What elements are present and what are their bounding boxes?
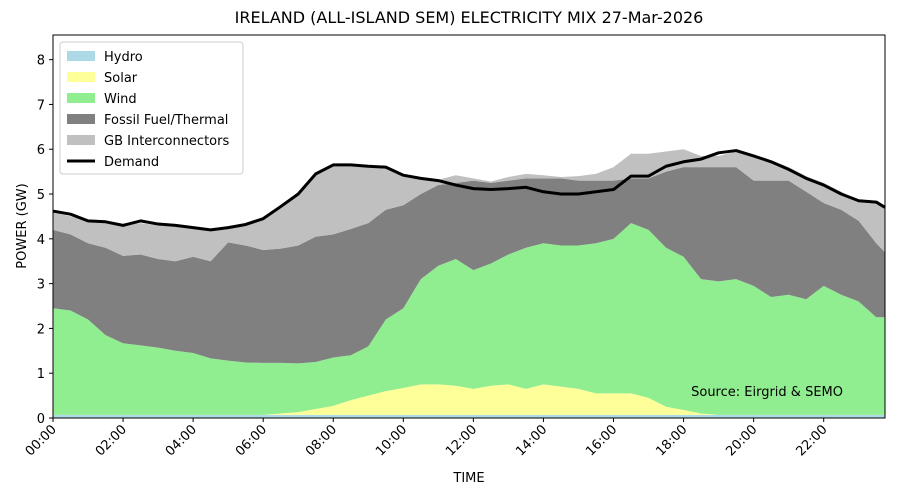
legend-label: Fossil Fuel/Thermal [104,113,228,128]
x-tick-label: 12:00 [443,422,480,459]
area [53,167,885,364]
legend-swatch [67,135,95,145]
y-tick-label: 8 [37,54,45,69]
x-tick-label: 10:00 [373,422,410,459]
y-axis-label: POWER (GW) [15,183,30,268]
legend-label: Demand [104,155,159,170]
y-tick-label: 3 [37,278,45,293]
legend-swatch [67,114,95,124]
y-tick-label: 6 [37,143,45,158]
legend-swatch [67,93,95,103]
legend-label: Solar [104,71,138,86]
area [53,149,885,262]
x-tick-label: 06:00 [233,422,270,459]
legend-box [59,41,244,175]
y-tick-label: 2 [37,322,45,337]
legend-label: Wind [104,92,137,107]
area [53,414,885,418]
x-tick-label: 22:00 [793,422,830,459]
chart-title: IRELAND (ALL-ISLAND SEM) ELECTRICITY MIX… [235,8,704,27]
y-tick-label: 7 [37,98,45,113]
x-tick-label: 18:00 [653,422,690,459]
legend: Hydro Solar Wind Fossil Fuel/Thermal GB Inte… [59,41,244,175]
demand-line [52,149,886,232]
plot-frame [52,34,886,419]
y-tick-label: 5 [37,188,45,203]
y-tick-label: 0 [37,412,45,427]
area [53,223,885,415]
legend-swatch [67,72,95,82]
x-tick-label: 00:00 [23,422,60,459]
x-tick-label: 14:00 [513,422,550,459]
x-tick-label: 16:00 [583,422,620,459]
y-tick-label: 1 [37,367,45,382]
x-tick-label: 04:00 [163,422,200,459]
legend-swatch [67,51,95,61]
x-axis-label: TIME [452,471,484,486]
x-tick-label: 08:00 [303,422,340,459]
legend-label: GB Interconnectors [104,134,229,149]
annotation: Source: Eirgrid & SEMO [691,385,843,400]
x-tick-label: 20:00 [723,422,760,459]
x-tick-label: 02:00 [93,422,130,459]
area [53,384,885,415]
y-tick-label: 4 [37,233,45,248]
legend-label: Hydro [104,50,143,65]
